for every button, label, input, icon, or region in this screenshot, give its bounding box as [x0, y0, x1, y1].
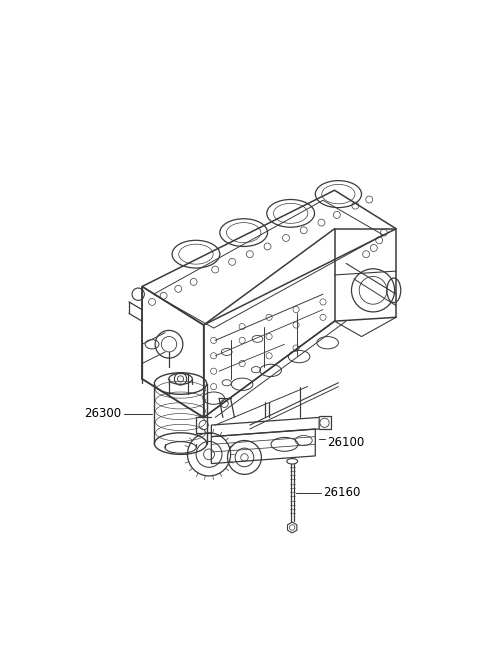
Text: 26100: 26100: [327, 436, 364, 449]
Text: 26300: 26300: [84, 407, 121, 420]
Text: 26160: 26160: [323, 487, 360, 499]
